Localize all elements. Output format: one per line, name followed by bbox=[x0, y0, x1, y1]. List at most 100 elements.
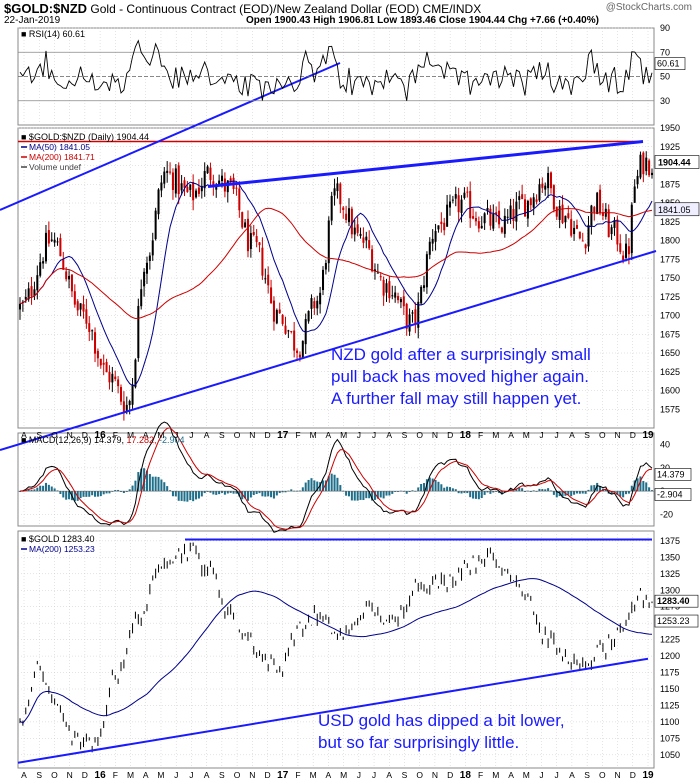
price-candle bbox=[636, 175, 639, 185]
price-candle bbox=[94, 332, 97, 354]
price-candle bbox=[33, 289, 36, 297]
macd-hist-bar bbox=[368, 491, 371, 499]
macd-hist-bar bbox=[345, 491, 348, 496]
x-tick-label: J bbox=[372, 430, 376, 440]
macd-hist-bar bbox=[148, 474, 151, 492]
price-candle bbox=[437, 225, 440, 230]
macd-legend-part: ■ MACD(12,26,9) bbox=[21, 435, 94, 445]
macd-hist-bar bbox=[56, 490, 59, 492]
macd-hist-bar bbox=[376, 491, 379, 499]
price-candle bbox=[564, 215, 567, 223]
macd-hist-bar bbox=[405, 491, 408, 494]
price-candle bbox=[428, 241, 431, 255]
rsi-line bbox=[19, 39, 653, 101]
price-candle bbox=[131, 384, 134, 405]
price-candle bbox=[590, 205, 593, 227]
grid-gold bbox=[23, 531, 649, 768]
price-candle bbox=[293, 330, 296, 351]
long-trendline-lower bbox=[0, 250, 657, 451]
price-candle bbox=[388, 281, 391, 299]
value-tag-box bbox=[654, 614, 699, 628]
x-tick-label: S bbox=[402, 770, 408, 780]
macd-hist-bar bbox=[226, 491, 229, 494]
price-candle bbox=[610, 227, 613, 235]
annotation-line: pull back has moved higher again. bbox=[331, 367, 589, 386]
price-candle bbox=[169, 171, 172, 173]
x-tick-label: A bbox=[326, 430, 332, 440]
price-candle bbox=[616, 219, 619, 245]
price-candle bbox=[258, 242, 261, 246]
y-tick-label: 1675 bbox=[660, 329, 680, 339]
upper-trendline bbox=[207, 140, 644, 188]
x-tick-label: M bbox=[492, 430, 499, 440]
macd-hist-bar bbox=[151, 476, 154, 492]
macd-hist-bar bbox=[160, 479, 163, 492]
x-tick-label: D bbox=[447, 430, 453, 440]
macd-hist-bar bbox=[552, 491, 555, 495]
price-candle bbox=[570, 219, 573, 236]
y-tick-label: 1750 bbox=[660, 273, 680, 283]
macd-hist-bar bbox=[500, 491, 503, 495]
macd-hist-bar bbox=[122, 491, 125, 494]
price-candle bbox=[143, 271, 146, 287]
macd-legend-part: 14.379, bbox=[94, 435, 127, 445]
value-tag-text: 14.379 bbox=[657, 469, 685, 479]
price-candle bbox=[509, 205, 512, 219]
price-candle bbox=[30, 286, 33, 296]
macd-hist-bar bbox=[183, 491, 186, 502]
price-candle bbox=[111, 373, 114, 383]
price-candle bbox=[252, 231, 255, 235]
price-candle bbox=[489, 208, 492, 226]
price-candle bbox=[627, 246, 630, 255]
macd-hist-bar bbox=[145, 470, 148, 492]
chart-title: $GOLD:$NZD Gold - Continuous Contract (E… bbox=[4, 1, 481, 16]
price-candle bbox=[411, 312, 414, 314]
macd-hist-bar bbox=[431, 478, 434, 492]
price-candle bbox=[434, 231, 437, 242]
y-tick-label: 1375 bbox=[660, 536, 680, 546]
price-candle bbox=[483, 213, 486, 224]
price-candle bbox=[596, 192, 599, 214]
y-tick-label: 1800 bbox=[660, 236, 680, 246]
price-candle bbox=[177, 165, 180, 195]
macd-hist-bar bbox=[96, 491, 99, 497]
macd-hist-bar bbox=[252, 491, 255, 496]
macd-hist-bar bbox=[206, 491, 209, 492]
price-candle bbox=[526, 200, 529, 219]
rsi-value-tag: 60.61 bbox=[654, 57, 686, 70]
macd-hist-bar bbox=[102, 491, 105, 495]
x-tick-label: M bbox=[127, 430, 134, 440]
price-candle bbox=[137, 305, 140, 359]
price-candle bbox=[544, 185, 547, 190]
macd-hist-bar bbox=[134, 480, 137, 492]
ma50-line bbox=[19, 180, 653, 387]
macd-hist-bar bbox=[108, 491, 111, 494]
x-tick-label: 16 bbox=[95, 430, 107, 441]
macd-hist-bar bbox=[301, 487, 304, 492]
x-tick-label: J bbox=[189, 770, 193, 780]
value-tag-text: 1283.40 bbox=[657, 596, 690, 606]
price-candle bbox=[601, 212, 604, 216]
macd-hist-bar bbox=[578, 491, 581, 494]
x-tick-label: D bbox=[630, 770, 636, 780]
price-candle bbox=[561, 204, 564, 223]
price-candle bbox=[122, 401, 125, 414]
macd-hist-bar bbox=[91, 491, 94, 496]
price-candle bbox=[472, 216, 475, 219]
panel-frame-macd bbox=[17, 432, 655, 527]
macd-hist-bar bbox=[39, 485, 42, 492]
value-tag-text: 1841.05 bbox=[658, 205, 691, 215]
y-tick-label: 1225 bbox=[660, 635, 680, 645]
price-candle bbox=[500, 227, 503, 233]
macd-hist-bar bbox=[573, 491, 576, 495]
macd-hist-bar bbox=[68, 491, 71, 500]
macd-hist-bar bbox=[448, 487, 452, 492]
macd-hist-bar bbox=[36, 487, 39, 492]
x-tick-label: D bbox=[630, 430, 636, 440]
macd-hist-bar bbox=[587, 489, 590, 492]
price-candle bbox=[558, 206, 561, 220]
macd-hist-bar bbox=[524, 491, 527, 492]
annotation-line: A further fall may still happen yet. bbox=[331, 389, 581, 408]
x-tick-label: J bbox=[539, 770, 543, 780]
